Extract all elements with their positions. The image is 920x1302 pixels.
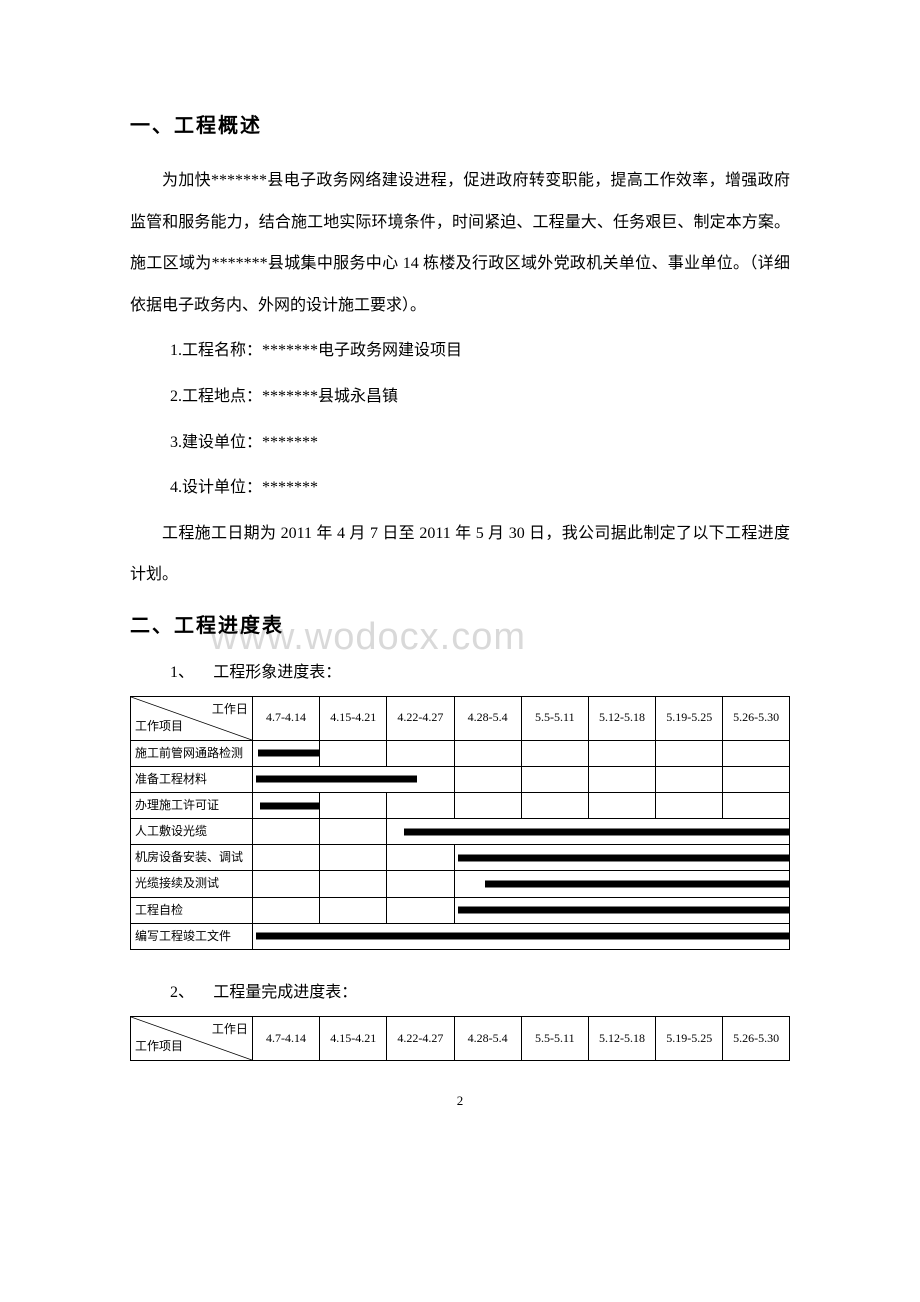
gantt-empty-cell bbox=[320, 897, 387, 923]
table-header-col: 5.12-5.18 bbox=[588, 696, 655, 740]
gantt-bar-cell bbox=[387, 819, 790, 845]
sub2-num: 2、 bbox=[170, 984, 194, 1001]
sub2-label: 工程量完成进度表： bbox=[213, 984, 357, 1001]
gantt-empty-cell bbox=[521, 766, 588, 792]
section1-l3: 3.建设单位：******* bbox=[130, 422, 790, 464]
gantt-empty-cell bbox=[252, 845, 319, 871]
table-header-col: 5.26-5.30 bbox=[723, 1016, 790, 1060]
gantt-empty-cell bbox=[320, 871, 387, 897]
table-header-col: 4.7-4.14 bbox=[252, 696, 319, 740]
gantt-empty-cell bbox=[723, 792, 790, 818]
gantt-bar-cell bbox=[252, 923, 789, 949]
gantt-empty-cell bbox=[656, 740, 723, 766]
section1-p2: 工程施工日期为 2011 年 4 月 7 日至 2011 年 5 月 30 日，… bbox=[130, 513, 790, 596]
section1-l2: 2.工程地点：*******县城永昌镇 bbox=[130, 376, 790, 418]
gantt-empty-cell bbox=[521, 740, 588, 766]
table-header-diag: 工作项目工作日 bbox=[131, 696, 253, 740]
section1-l4: 4.设计单位：******* bbox=[130, 467, 790, 509]
gantt-empty-cell bbox=[252, 871, 319, 897]
gantt-bar bbox=[458, 854, 789, 861]
table-row: 编写工程竣工文件 bbox=[131, 923, 790, 949]
table-row: 光缆接续及测试 bbox=[131, 871, 790, 897]
table-row: 施工前管网通路检测 bbox=[131, 740, 790, 766]
table-header-col: 5.19-5.25 bbox=[656, 1016, 723, 1060]
gantt-table-1: 工作项目工作日4.7-4.144.15-4.214.22-4.274.28-5.… bbox=[130, 696, 790, 951]
section2-sub2: 2、 工程量完成进度表： bbox=[170, 980, 790, 1006]
gantt-bar-cell bbox=[252, 792, 319, 818]
sub1-label: 工程形象进度表： bbox=[213, 664, 341, 681]
gantt-bar bbox=[258, 750, 319, 757]
table-header-col: 4.22-4.27 bbox=[387, 1016, 454, 1060]
table-row: 工程自检 bbox=[131, 897, 790, 923]
table-header-col: 4.28-5.4 bbox=[454, 696, 521, 740]
section1-l1: 1.工程名称：*******电子政务网建设项目 bbox=[130, 330, 790, 372]
gantt-empty-cell bbox=[387, 740, 454, 766]
gantt-empty-cell bbox=[521, 792, 588, 818]
gantt-bar-cell bbox=[454, 871, 789, 897]
row-label: 施工前管网通路检测 bbox=[131, 740, 253, 766]
section2-heading: 二、工程进度表 bbox=[130, 610, 790, 642]
gantt-empty-cell bbox=[656, 792, 723, 818]
table-header-diag: 工作项目工作日 bbox=[131, 1016, 253, 1060]
page-content: 一、工程概述 为加快*******县电子政务网络建设进程，促进政府转变职能，提高… bbox=[130, 110, 790, 1111]
gantt-empty-cell bbox=[387, 845, 454, 871]
gantt-table-2: 工作项目工作日4.7-4.144.15-4.214.22-4.274.28-5.… bbox=[130, 1016, 790, 1061]
gantt-empty-cell bbox=[320, 792, 387, 818]
gantt-bar bbox=[404, 828, 789, 835]
section2-sub1: 1、 工程形象进度表： bbox=[170, 660, 790, 686]
row-label: 人工敷设光缆 bbox=[131, 819, 253, 845]
table-header-col: 5.12-5.18 bbox=[588, 1016, 655, 1060]
row-label: 光缆接续及测试 bbox=[131, 871, 253, 897]
gantt-empty-cell bbox=[723, 766, 790, 792]
sub1-num: 1、 bbox=[170, 664, 194, 681]
gantt-empty-cell bbox=[387, 897, 454, 923]
table-row: 人工敷设光缆 bbox=[131, 819, 790, 845]
gantt-empty-cell bbox=[588, 792, 655, 818]
table-header-col: 5.5-5.11 bbox=[521, 696, 588, 740]
section1-heading: 一、工程概述 bbox=[130, 110, 790, 142]
table-header-col: 5.26-5.30 bbox=[723, 696, 790, 740]
gantt-bar bbox=[256, 933, 789, 940]
gantt-bar-cell bbox=[252, 766, 454, 792]
table-header-col: 4.15-4.21 bbox=[320, 696, 387, 740]
table-row: 办理施工许可证 bbox=[131, 792, 790, 818]
row-label: 编写工程竣工文件 bbox=[131, 923, 253, 949]
table-header-col: 4.22-4.27 bbox=[387, 696, 454, 740]
gantt-bar-cell bbox=[454, 845, 789, 871]
gantt-empty-cell bbox=[454, 740, 521, 766]
table-row: 准备工程材料 bbox=[131, 766, 790, 792]
row-label: 工程自检 bbox=[131, 897, 253, 923]
table-header-col: 5.19-5.25 bbox=[656, 696, 723, 740]
gantt-empty-cell bbox=[252, 819, 319, 845]
gantt-empty-cell bbox=[723, 740, 790, 766]
gantt-empty-cell bbox=[320, 845, 387, 871]
gantt-empty-cell bbox=[387, 871, 454, 897]
gantt-empty-cell bbox=[588, 766, 655, 792]
gantt-bar bbox=[485, 881, 789, 888]
table-header-col: 4.15-4.21 bbox=[320, 1016, 387, 1060]
gantt-empty-cell bbox=[252, 897, 319, 923]
gantt-empty-cell bbox=[588, 740, 655, 766]
table-header-col: 4.7-4.14 bbox=[252, 1016, 319, 1060]
gantt-empty-cell bbox=[320, 819, 387, 845]
gantt-empty-cell bbox=[454, 792, 521, 818]
row-label: 机房设备安装、调试 bbox=[131, 845, 253, 871]
table-row: 机房设备安装、调试 bbox=[131, 845, 790, 871]
gantt-bar-cell bbox=[454, 897, 789, 923]
gantt-bar-cell bbox=[252, 740, 319, 766]
gantt-empty-cell bbox=[387, 792, 454, 818]
gantt-empty-cell bbox=[454, 766, 521, 792]
section1-p1: 为加快*******县电子政务网络建设进程，促进政府转变职能，提高工作效率，增强… bbox=[130, 160, 790, 326]
page-number: 2 bbox=[130, 1091, 790, 1112]
gantt-empty-cell bbox=[320, 740, 387, 766]
table-header-col: 4.28-5.4 bbox=[454, 1016, 521, 1060]
gantt-bar bbox=[458, 907, 789, 914]
gantt-bar bbox=[256, 776, 417, 783]
table-header-col: 5.5-5.11 bbox=[521, 1016, 588, 1060]
row-label: 办理施工许可证 bbox=[131, 792, 253, 818]
row-label: 准备工程材料 bbox=[131, 766, 253, 792]
gantt-bar bbox=[260, 802, 320, 809]
gantt-empty-cell bbox=[656, 766, 723, 792]
